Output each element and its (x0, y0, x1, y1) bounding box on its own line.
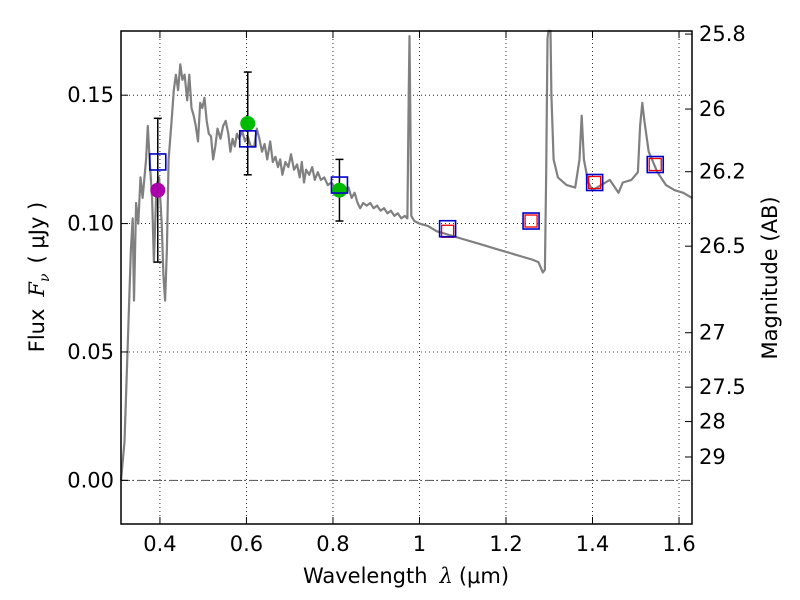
y-tick-label: 0.05 (67, 340, 114, 364)
y2-tick-label: 28 (699, 410, 726, 434)
model-point-blue (585, 173, 604, 192)
y2-axis-title: Magnitude (AB) (758, 196, 782, 359)
model-point-blue (238, 130, 257, 148)
x-axis-title-text: Wavelength (303, 564, 428, 588)
y-axis-title-text: Flux (25, 309, 49, 353)
series-group (119, 29, 693, 481)
x-tick-label: 0.8 (316, 532, 349, 556)
model-point-blue (330, 176, 349, 194)
observed-point (240, 115, 256, 131)
y2-tick-label: 26.2 (699, 160, 746, 184)
y-axis-symbol: F (25, 281, 49, 298)
y-tick-label: 0.10 (67, 212, 114, 236)
x-tick-label: 0.4 (143, 532, 176, 556)
points-group (148, 71, 665, 263)
y2-tick-label: 29 (699, 445, 726, 469)
x-tick-label: 1.6 (662, 532, 695, 556)
y-axis-unit: ( μJy ) (25, 202, 49, 264)
model-sed-line (119, 29, 693, 481)
model-point-blue (522, 212, 540, 230)
x-axis-unit: (μm) (459, 564, 509, 588)
y2-tick-label: 27.5 (699, 375, 746, 399)
y2-tick-label: 26 (699, 97, 726, 121)
y2-tick-label: 27 (699, 321, 726, 345)
x-axis-title: Wavelength λ (μm) (303, 564, 509, 588)
x-tick-label: 1.4 (576, 532, 609, 556)
model-point-red (524, 214, 538, 228)
y2-tick-label: 25.8 (699, 22, 746, 46)
model-point-blue (646, 155, 665, 174)
y-axis-title: Flux Fν ( μJy ) (25, 202, 53, 352)
observed-point (331, 182, 347, 198)
observed-point (150, 182, 166, 198)
model-point-red (648, 157, 662, 172)
y2-tick-label: 26.5 (699, 234, 746, 258)
x-axis-symbol: λ (439, 564, 453, 588)
x-tick-label: 1 (413, 532, 426, 556)
x-tick-label: 0.6 (230, 532, 263, 556)
model-point-red (588, 175, 602, 190)
model-point-blue (148, 153, 167, 171)
plot-frame (120, 30, 693, 525)
y-axis-subscript: ν (37, 273, 53, 282)
grid-lines (121, 31, 692, 524)
y-tick-label: 0.00 (67, 468, 114, 492)
y-tick-label: 0.15 (67, 83, 114, 107)
x-tick-label: 1.2 (489, 532, 522, 556)
ticks-group: 0.4 0.6 0.8 1 1.2 1.4 1.6 0.00 0.05 0.10 0.15 25.8 2… (67, 22, 746, 556)
model-point-blue (438, 219, 457, 238)
